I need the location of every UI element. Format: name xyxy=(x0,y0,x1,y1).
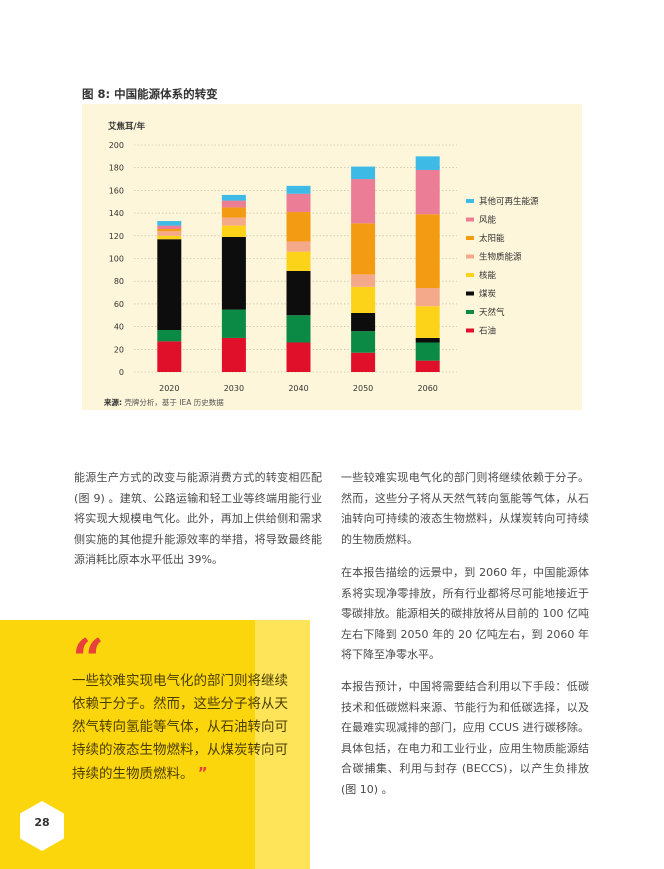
bar-segment xyxy=(351,166,376,180)
y-tick-label: 180 xyxy=(109,164,124,173)
y-tick-label: 100 xyxy=(109,255,124,264)
bar-segment xyxy=(415,306,440,338)
y-tick-label: 120 xyxy=(109,232,124,241)
bar-segment xyxy=(221,207,246,218)
bar-segment xyxy=(286,251,311,271)
legend-swatch xyxy=(466,236,474,240)
right-paragraph-2: 在本报告描绘的远景中，到 2060 年，中国能源体系将实现净零排放，所有行业都将… xyxy=(341,566,589,661)
bar-segment xyxy=(415,214,440,289)
bar-segment xyxy=(221,309,246,338)
bar-segment xyxy=(351,274,376,287)
right-paragraph-3: 本报告预计，中国将需要结合利用以下手段：低碳技术和低碳燃料来源、节能行为和低碳选… xyxy=(341,680,589,796)
bar-segment xyxy=(415,288,440,307)
bar-segment xyxy=(157,225,182,229)
x-tick-label: 2040 xyxy=(288,384,308,393)
source-label: 来源: xyxy=(104,398,122,407)
right-paragraph-1: 一些较难实现电气化的部门则将继续依赖于分子。然而，这些分子将从天然气转向氢能等气… xyxy=(341,471,589,546)
bar-segment xyxy=(221,225,246,237)
legend-label: 生物质能源 xyxy=(479,252,522,263)
legend-label: 煤炭 xyxy=(479,289,497,300)
quote-panel-accent xyxy=(255,620,310,869)
y-tick-label: 40 xyxy=(114,323,124,332)
legend-label: 太阳能 xyxy=(479,233,505,244)
y-tick-label: 160 xyxy=(109,186,124,195)
bar-segment xyxy=(157,330,182,342)
chart-panel: 艾焦耳/年 0 20 40 60 80 100 120 140 160 180 200 2020 2030… xyxy=(82,104,582,410)
x-tick-label: 2020 xyxy=(159,384,179,393)
bar-segment xyxy=(286,342,311,372)
bar-segment xyxy=(286,270,311,316)
x-tick-label: 2060 xyxy=(418,384,438,393)
bar-segment xyxy=(286,315,311,343)
bar-segment xyxy=(415,337,440,343)
figure-source: 来源: 壳牌分析，基于 IEA 历史数据 xyxy=(104,397,224,408)
figure-title: 图 8: 中国能源体系的转变 xyxy=(82,87,218,101)
x-tick-label: 2030 xyxy=(224,384,244,393)
bar-segment xyxy=(221,337,246,372)
bar-segment xyxy=(157,231,182,236)
bar-segment xyxy=(221,236,246,310)
x-tick-label: 2050 xyxy=(353,384,373,393)
pull-quote: 一些较难实现电气化的部门则将继续依赖于分子。然而，这些分子将从天然气转向氢能等气… xyxy=(72,670,290,786)
bar-segment xyxy=(351,179,376,224)
bar-segment xyxy=(415,360,440,372)
bar-segment xyxy=(351,223,376,275)
y-tick-label: 0 xyxy=(119,368,124,377)
y-tick-label: 200 xyxy=(109,141,124,150)
legend-swatch xyxy=(466,291,474,296)
bar-segment xyxy=(351,352,376,372)
bar-segment xyxy=(351,312,376,332)
bar-segment xyxy=(157,235,182,240)
bar-segment xyxy=(221,217,246,226)
bar-segment xyxy=(157,221,182,226)
left-paragraph: 能源生产方式的改变与能源消费方式的转变相匹配 (图 9) 。建筑、公路运输和轻工… xyxy=(74,471,322,566)
quote-close-icon: ” xyxy=(197,764,208,782)
legend-label: 石油 xyxy=(479,326,496,337)
bar-segment xyxy=(415,156,440,170)
y-axis-label: 艾焦耳/年 xyxy=(108,121,146,132)
bar-segment xyxy=(415,169,440,215)
bar-segment xyxy=(286,185,311,194)
bar-segment xyxy=(157,239,182,331)
source-text: 壳牌分析，基于 IEA 历史数据 xyxy=(122,398,224,407)
legend-label: 风能 xyxy=(479,215,497,226)
bar-segment xyxy=(221,200,246,208)
bar-segment xyxy=(351,286,376,313)
bar-segment xyxy=(157,228,182,232)
page-number-hexagon xyxy=(20,801,64,851)
legend-swatch xyxy=(466,254,474,259)
legend-label: 其他可再生能源 xyxy=(479,196,539,207)
bar-segment xyxy=(286,193,311,212)
y-tick-label: 80 xyxy=(114,277,124,286)
y-tick-label: 60 xyxy=(114,300,124,309)
bar-segment xyxy=(286,211,311,242)
pull-quote-text: 一些较难实现电气化的部门则将继续依赖于分子。然而，这些分子将从天然气转向氢能等气… xyxy=(72,673,288,782)
bar-segment xyxy=(351,331,376,353)
bar-segment xyxy=(286,241,311,252)
bar-segment xyxy=(221,194,246,201)
y-tick-label: 20 xyxy=(114,345,124,354)
legend-swatch xyxy=(466,199,474,203)
quote-open-icon: “ xyxy=(72,627,105,693)
legend-swatch xyxy=(466,328,474,333)
bar-segment xyxy=(157,341,182,372)
y-tick-label: 140 xyxy=(109,209,124,218)
bar-segment xyxy=(415,342,440,361)
legend-label: 核能 xyxy=(479,270,497,281)
legend-label: 天然气 xyxy=(479,307,505,318)
legend-swatch xyxy=(466,310,474,314)
legend-swatch xyxy=(466,217,474,222)
page-number: 28 xyxy=(34,816,50,829)
legend-swatch xyxy=(466,273,474,277)
